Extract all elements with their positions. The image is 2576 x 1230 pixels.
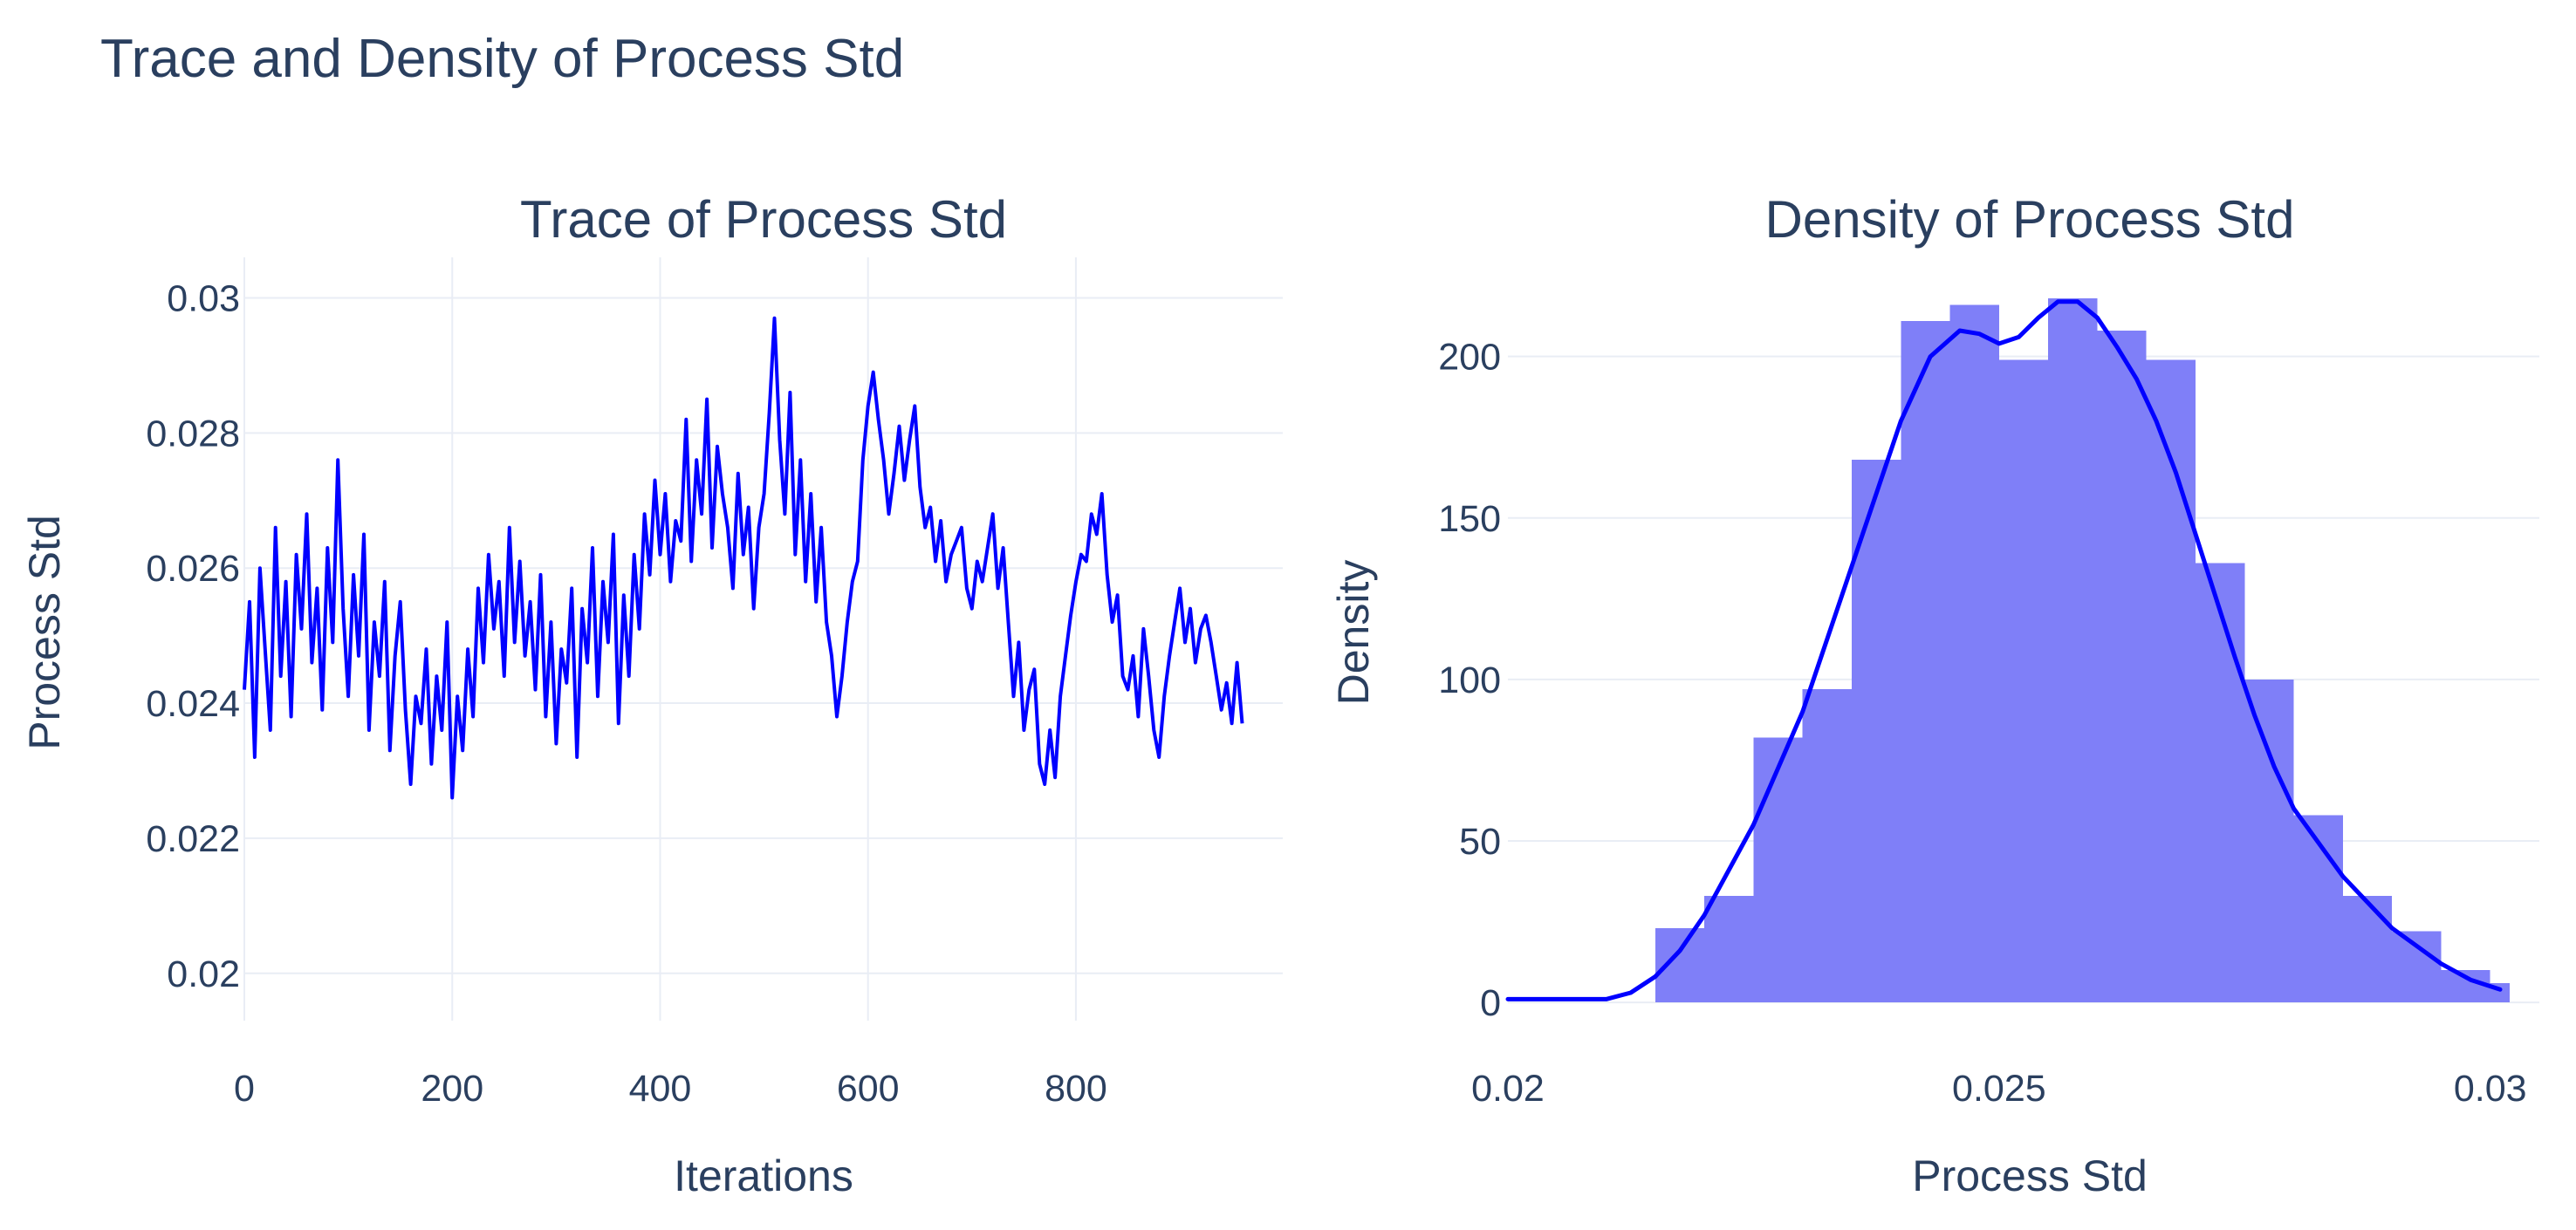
trace-x-tick-label: 0 — [234, 1068, 255, 1110]
density-bar — [2097, 331, 2147, 1003]
trace-y-tick-label: 0.03 — [167, 277, 240, 319]
trace-y-tick-label: 0.022 — [146, 818, 240, 860]
density-bar — [2048, 298, 2098, 1003]
density-bar — [1704, 895, 1754, 1003]
trace-series — [243, 316, 1244, 800]
density-y-tick-labels: 0 50 100 150 200 — [1438, 337, 1501, 1024]
trace-x-tick-label: 400 — [629, 1068, 692, 1110]
density-bar — [1753, 737, 1803, 1003]
trace-y-tick-labels: 0.02 0.022 0.024 0.026 0.028 0.03 — [146, 277, 240, 994]
density-y-tick-label: 200 — [1438, 337, 1501, 379]
trace-x-axis-title: Iterations — [674, 1151, 853, 1200]
trace-x-tick-label: 800 — [1045, 1068, 1107, 1110]
density-x-tick-labels: 0.02 0.025 0.03 — [1471, 1068, 2526, 1110]
density-y-tick-label: 150 — [1438, 498, 1501, 540]
trace-x-tick-label: 200 — [421, 1068, 483, 1110]
trace-line — [243, 316, 1244, 800]
density-bar — [2293, 815, 2343, 1003]
density-y-axis-title: Density — [1329, 560, 1378, 706]
figure-title: Trace and Density of Process Std — [100, 29, 904, 89]
trace-x-tick-labels: 0 200 400 600 800 — [234, 1068, 1107, 1110]
trace-title: Trace of Process Std — [520, 190, 1007, 249]
trace-grid — [243, 257, 1283, 1021]
density-x-tick-label: 0.025 — [1952, 1068, 2046, 1110]
density-y-tick-label: 0 — [1480, 982, 1501, 1024]
density-bar — [1998, 359, 2049, 1003]
density-x-tick-label: 0.02 — [1471, 1068, 1545, 1110]
density-kde-line — [1505, 299, 2503, 1001]
density-kde-series — [1505, 299, 2503, 1001]
density-histogram — [1655, 298, 2511, 1003]
density-title: Density of Process Std — [1765, 190, 2295, 249]
density-bar — [2392, 931, 2442, 1003]
density-x-axis-title: Process Std — [1912, 1151, 2148, 1200]
density-bar — [1655, 927, 1705, 1003]
density-bar — [2244, 679, 2294, 1003]
trace-y-tick-label: 0.026 — [146, 548, 240, 590]
density-bar — [1901, 320, 1950, 1003]
density-bar — [1949, 304, 1999, 1003]
density-bar — [1852, 460, 1901, 1003]
density-y-tick-label: 50 — [1459, 821, 1501, 863]
trace-x-tick-label: 600 — [837, 1068, 900, 1110]
density-x-tick-label: 0.03 — [2454, 1068, 2527, 1110]
trace-y-tick-label: 0.024 — [146, 683, 240, 725]
trace-y-tick-label: 0.02 — [167, 953, 240, 995]
density-bar — [2196, 563, 2245, 1003]
density-bar — [2342, 895, 2393, 1003]
trace-panel: Trace of Process Std 0.02 0.022 0.024 0.026… — [20, 190, 1283, 1200]
density-bar — [1802, 688, 1852, 1003]
trace-y-tick-label: 0.028 — [146, 413, 240, 454]
trace-y-axis-title: Process Std — [20, 515, 69, 750]
density-bar — [2146, 359, 2196, 1003]
density-y-tick-label: 100 — [1438, 659, 1501, 701]
density-panel: Density of Process Std 0 50 100 150 200 0.02… — [1329, 190, 2539, 1200]
